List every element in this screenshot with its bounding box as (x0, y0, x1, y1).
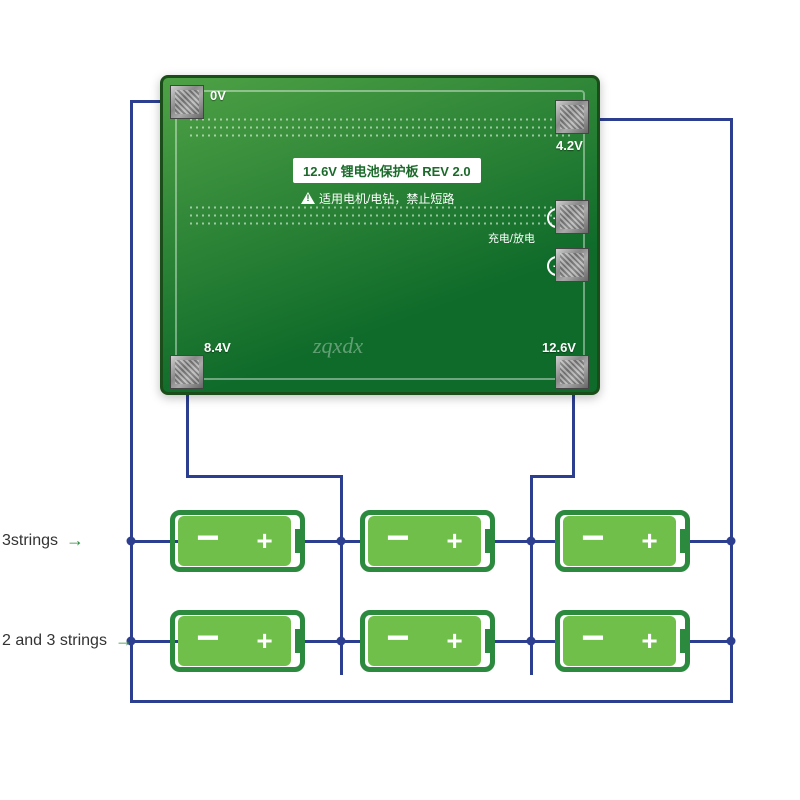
row-label-text: 3strings (2, 532, 58, 550)
battery-cell: − + (360, 510, 495, 572)
pcb-via-row (188, 126, 572, 129)
wire-segment (730, 118, 733, 703)
row-label-3strings: 3strings → (2, 530, 84, 551)
pcb-via-row (188, 214, 572, 217)
battery-body: − + (563, 516, 676, 566)
solder-pad-0v (170, 85, 204, 119)
battery-tip (485, 529, 495, 553)
battery-minus-icon: − (196, 518, 219, 558)
wire-junction (727, 637, 736, 646)
solder-pad-minus (555, 200, 589, 234)
pcb-title-label: 12.6V 锂电池保护板 REV 2.0 (293, 158, 481, 183)
solder-pad-8v4 (170, 355, 204, 389)
wire-junction (127, 537, 136, 546)
battery-tip (680, 529, 690, 553)
wire-segment (303, 640, 363, 643)
battery-plus-icon: + (446, 627, 462, 655)
wire-segment (186, 388, 189, 478)
battery-tip (295, 529, 305, 553)
solder-pad-plus (555, 248, 589, 282)
battery-plus-icon: + (641, 527, 657, 555)
battery-plus-icon: + (446, 527, 462, 555)
pcb-via-row (188, 222, 572, 225)
watermark-text: zqxdx (313, 333, 363, 359)
warning-icon (301, 192, 315, 204)
pcb-via-row (188, 134, 572, 137)
battery-minus-icon: − (386, 518, 409, 558)
charge-discharge-label: 充电/放电 (488, 230, 535, 246)
solder-pad-4v2 (555, 100, 589, 134)
battery-body: − + (178, 616, 291, 666)
wire-segment (186, 475, 341, 478)
wire-segment (530, 475, 575, 478)
row-label-2and3strings: 2 and 3 strings → (2, 630, 133, 651)
wire-junction (527, 637, 536, 646)
wire-junction (727, 537, 736, 546)
pad-label-4v2: 4.2V (556, 138, 583, 153)
pcb-subtitle-text: 适用电机/电钻，禁止短路 (319, 192, 454, 206)
battery-minus-icon: − (581, 618, 604, 658)
battery-cell: − + (555, 510, 690, 572)
battery-cell: − + (170, 510, 305, 572)
arrow-right-icon: → (66, 530, 84, 551)
pad-label-12v6: 12.6V (542, 340, 576, 355)
wire-segment (130, 700, 730, 703)
pcb-via-row (188, 118, 572, 121)
wire-junction (527, 537, 536, 546)
battery-body: − + (178, 516, 291, 566)
pad-label-0v: 0V (210, 88, 226, 103)
battery-cell: − + (170, 610, 305, 672)
pad-label-8v4: 8.4V (204, 340, 231, 355)
battery-minus-icon: − (196, 618, 219, 658)
wire-segment (588, 118, 733, 121)
wire-segment (130, 100, 133, 700)
row-label-text: 2 and 3 strings (2, 632, 107, 650)
battery-plus-icon: + (256, 627, 272, 655)
wire-junction (337, 537, 346, 546)
battery-minus-icon: − (386, 618, 409, 658)
battery-tip (680, 629, 690, 653)
pcb-subtitle: 适用电机/电钻，禁止短路 (301, 190, 454, 207)
solder-pad-12v6 (555, 355, 589, 389)
battery-minus-icon: − (581, 518, 604, 558)
battery-cell: − + (555, 610, 690, 672)
battery-plus-icon: + (641, 627, 657, 655)
wire-junction (337, 637, 346, 646)
battery-body: − + (368, 516, 481, 566)
battery-body: − + (563, 616, 676, 666)
battery-tip (485, 629, 495, 653)
wire-segment (572, 388, 575, 478)
battery-body: − + (368, 616, 481, 666)
arrow-right-icon: → (115, 630, 133, 651)
battery-cell: − + (360, 610, 495, 672)
battery-tip (295, 629, 305, 653)
battery-plus-icon: + (256, 527, 272, 555)
wire-segment (303, 540, 363, 543)
